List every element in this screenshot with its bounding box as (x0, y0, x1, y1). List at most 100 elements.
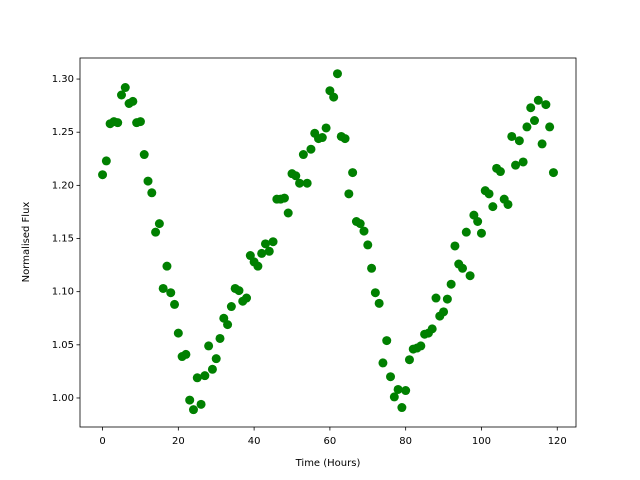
point (488, 202, 498, 212)
point (541, 100, 551, 110)
point (344, 189, 354, 199)
point (170, 299, 180, 309)
point (200, 371, 210, 381)
point (389, 392, 399, 402)
point (340, 134, 350, 144)
point (359, 226, 369, 236)
x-axis-label: Time (Hours) (295, 458, 361, 469)
point (211, 354, 221, 364)
point (404, 355, 414, 365)
point (113, 118, 123, 128)
point (166, 288, 176, 298)
point (253, 261, 263, 271)
point (537, 139, 547, 149)
point (367, 263, 377, 273)
point (226, 302, 236, 312)
point (321, 123, 331, 133)
point (139, 150, 149, 160)
point (427, 324, 437, 334)
point (511, 160, 521, 170)
x-tick-label: 120 (548, 436, 567, 447)
point (370, 288, 380, 298)
point (291, 171, 301, 181)
x-tick-label: 60 (324, 436, 337, 447)
y-tick-label: 1.00 (52, 393, 74, 404)
point (185, 395, 195, 405)
point (530, 116, 540, 126)
point (158, 283, 168, 293)
point (283, 208, 293, 218)
y-tick-label: 1.10 (52, 287, 74, 298)
point (355, 219, 365, 229)
point (473, 217, 483, 227)
point (450, 241, 460, 251)
y-axis-label: Normalised Flux (21, 202, 32, 283)
plot-frame (79, 57, 577, 428)
point (279, 193, 289, 203)
point (143, 176, 153, 186)
point (298, 150, 308, 160)
point (416, 341, 426, 351)
point (465, 271, 475, 281)
point (120, 83, 130, 93)
point (173, 328, 183, 338)
point (374, 298, 384, 308)
point (431, 293, 441, 303)
point (461, 227, 471, 237)
point (348, 168, 358, 178)
point (306, 144, 316, 154)
point (116, 90, 126, 100)
point (484, 189, 494, 199)
y-tick-label: 1.30 (52, 74, 74, 85)
point (98, 170, 108, 180)
point (147, 188, 157, 198)
point (329, 92, 339, 102)
point (181, 349, 191, 359)
y-tick-label: 1.05 (52, 340, 74, 351)
point (363, 240, 373, 250)
point (302, 178, 312, 188)
point (151, 227, 161, 237)
point (545, 122, 555, 132)
point (135, 117, 145, 127)
point (162, 261, 172, 271)
x-tick-label: 0 (99, 436, 105, 447)
point (223, 320, 233, 330)
point (439, 307, 449, 317)
point (295, 178, 305, 188)
point (533, 95, 543, 105)
x-tick-label: 20 (172, 436, 185, 447)
point (386, 372, 396, 382)
point (260, 239, 270, 249)
point (128, 96, 138, 106)
point (101, 156, 111, 166)
point (332, 69, 342, 79)
point (242, 293, 252, 303)
point (188, 405, 198, 415)
point (196, 399, 206, 409)
x-tick-label: 80 (399, 436, 412, 447)
x-tick-label: 40 (248, 436, 261, 447)
y-tick-label: 1.20 (52, 180, 74, 191)
point (264, 246, 274, 256)
point (458, 263, 468, 273)
point (514, 136, 524, 146)
point (382, 336, 392, 346)
point (522, 122, 532, 132)
point (446, 279, 456, 289)
point (397, 403, 407, 413)
point (393, 384, 403, 394)
point (204, 341, 214, 351)
x-tick-label: 100 (472, 436, 491, 447)
point (317, 133, 327, 143)
point (526, 103, 536, 113)
point (257, 248, 267, 258)
point (268, 237, 278, 247)
point (154, 219, 164, 229)
y-tick-label: 1.15 (52, 234, 74, 245)
point (442, 294, 452, 304)
point (548, 168, 558, 178)
point (495, 167, 505, 177)
